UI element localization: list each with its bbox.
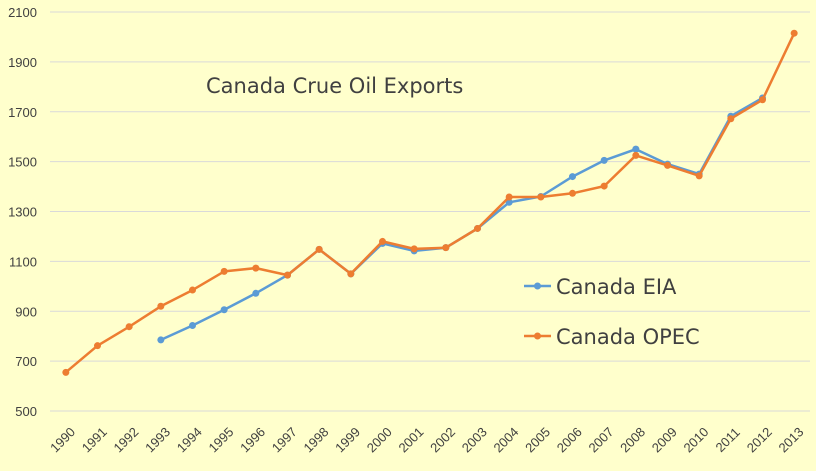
data-point — [252, 289, 260, 297]
legend-item: Canada OPEC — [524, 325, 700, 349]
data-point — [759, 96, 766, 104]
y-tick-label: 1500 — [8, 155, 37, 170]
x-tick-label: 1998 — [300, 424, 331, 455]
x-tick-label: 2010 — [680, 424, 711, 455]
data-point — [442, 244, 450, 252]
y-axis: 500 700 900 1100 1300 1500 1700 1900 2100 — [8, 5, 37, 419]
y-tick-label: 1300 — [8, 205, 37, 220]
data-point — [569, 173, 576, 181]
series-line — [64, 31, 796, 374]
x-tick-label: 2003 — [459, 424, 490, 455]
data-point — [189, 321, 196, 329]
x-tick-label: 1997 — [269, 424, 300, 455]
data-point — [632, 145, 640, 153]
x-tick-label: 1999 — [332, 424, 363, 455]
gridlines — [50, 11, 810, 412]
legend-swatch-marker — [534, 332, 541, 340]
y-tick-label: 700 — [15, 354, 37, 369]
data-point — [252, 264, 260, 272]
data-point — [347, 270, 355, 278]
x-tick-label: 2008 — [617, 424, 648, 455]
data-point — [600, 156, 608, 164]
legend-label: Canada OPEC — [556, 325, 700, 349]
data-point — [790, 29, 798, 37]
data-point — [189, 286, 196, 294]
x-tick-label: 2012 — [744, 424, 775, 455]
data-point — [125, 323, 133, 331]
data-point — [537, 193, 545, 201]
y-tick-label: 500 — [15, 404, 37, 419]
x-tick-label: 1993 — [142, 424, 173, 455]
data-point — [157, 302, 165, 310]
data-point — [315, 245, 323, 253]
data-point — [664, 161, 671, 169]
data-point — [474, 224, 481, 232]
x-tick-label: 2013 — [775, 424, 806, 455]
data-point — [220, 267, 228, 275]
x-tick-label: 2005 — [522, 424, 553, 455]
series-line — [159, 96, 764, 342]
x-tick-label: 1991 — [79, 424, 110, 455]
x-tick-label: 2000 — [364, 424, 395, 455]
legend: Canada EIA Canada OPEC — [524, 275, 700, 349]
data-point — [379, 237, 386, 245]
x-tick-label: 1994 — [174, 424, 205, 455]
data-point — [505, 193, 513, 201]
x-tick-label: 2004 — [490, 424, 521, 455]
data-point — [695, 172, 703, 180]
x-tick-label: 2007 — [585, 424, 616, 455]
y-tick-label: 900 — [15, 304, 37, 319]
chart-title: Canada Crue Oil Exports — [206, 74, 463, 98]
x-tick-label: 1992 — [110, 424, 141, 455]
data-point — [600, 182, 608, 190]
x-tick-label: 2011 — [712, 425, 742, 455]
x-tick-label: 1995 — [205, 424, 236, 455]
x-tick-label: 2002 — [427, 424, 458, 455]
series-canada-eia — [157, 94, 766, 344]
x-tick-label: 2009 — [649, 424, 680, 455]
data-point — [410, 245, 418, 253]
data-point — [727, 115, 735, 123]
y-tick-label: 1700 — [8, 105, 37, 120]
data-point — [62, 368, 70, 376]
series-canada-opec — [62, 29, 798, 376]
x-tick-label: 1996 — [237, 424, 268, 455]
data-point — [94, 342, 101, 350]
legend-swatch-marker — [534, 282, 541, 290]
legend-label: Canada EIA — [556, 275, 677, 299]
data-point — [284, 271, 291, 279]
x-tick-label: 2001 — [395, 424, 426, 455]
legend-item: Canada EIA — [524, 275, 677, 299]
x-tick-label: 2006 — [554, 424, 585, 455]
x-tick-label: 1990 — [47, 424, 78, 455]
data-point — [220, 306, 228, 314]
y-tick-label: 2100 — [8, 5, 37, 20]
data-point — [569, 189, 576, 197]
x-axis: 1990 1991 1992 1993 1994 1995 1996 1997 1998 1999… — [47, 424, 806, 455]
data-point — [157, 336, 165, 344]
series-lines — [62, 29, 798, 376]
y-tick-label: 1100 — [9, 254, 37, 269]
y-tick-label: 1900 — [8, 55, 37, 70]
data-point — [632, 151, 640, 159]
